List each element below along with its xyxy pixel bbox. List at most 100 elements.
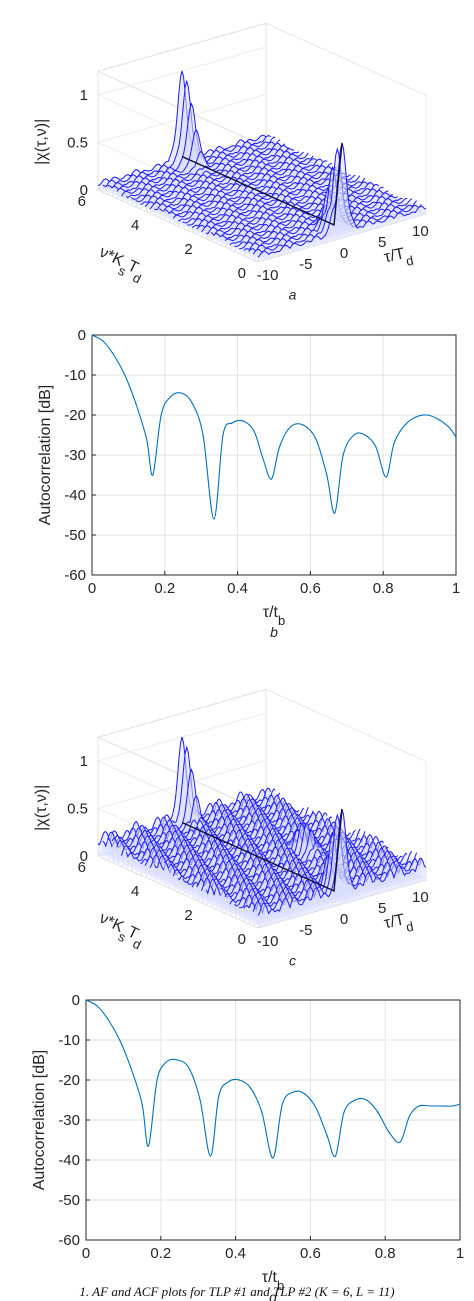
x-axis-title: τ/tb [263,604,285,628]
surface-fill [159,160,328,218]
data-point [354,1099,356,1101]
autocorrelation-line [85,999,461,1159]
surface-ridge [154,158,323,211]
data-point [385,476,387,478]
data-point [315,438,317,440]
y-axis-title: Autocorrelation [dB] [37,385,54,526]
line-chart-b: 0 0.2 0.4 0.6 0.8 1 0 -10 -20 -30 -40 -50 -60 Autocor… [37,327,460,640]
y-tick-label: -50 [58,1192,80,1209]
data-point [250,1087,252,1089]
x-tick-label: 0.2 [150,1245,171,1262]
data-point [177,1059,179,1061]
data-point [272,1157,274,1159]
data-point [188,1067,190,1069]
surface-ridge [121,144,290,197]
data-point [160,414,162,416]
data-point [326,474,328,476]
data-point [169,396,171,398]
x-tick-label: 0.4 [225,1245,246,1262]
x-tick-label: 5 [378,900,386,917]
x-tick-label: 0.8 [373,580,394,597]
data-point [147,1145,150,1147]
y-tick-label: -40 [64,487,86,504]
x-tick-label: 0 [82,1245,90,1262]
surface-ridge [125,148,295,199]
surface-ridge [130,150,300,200]
data-point [96,1005,98,1007]
z-tick-label: 1 [80,753,88,770]
surface-ridge [102,79,271,188]
data-point [278,446,281,448]
y-tick-label: 4 [131,217,139,234]
surface-fill [163,163,332,220]
data-point [218,1095,220,1097]
data-point [418,1105,420,1107]
surface-ridge [243,188,413,251]
x-axis-title: τ/tb [262,1269,284,1293]
data-point [375,446,377,448]
y-axis-title: ν*KsTd [94,910,148,952]
surface-fill [210,184,379,241]
x-tick-label: -10 [257,933,279,950]
data-point [213,518,215,520]
data-point [377,1111,379,1113]
y-tick-label: -10 [64,367,86,384]
data-point [261,1111,263,1113]
panel-label: d [269,1289,278,1301]
z-grid-line [96,46,267,168]
y-axis-title: Autocorrelation [dB] [31,1050,48,1191]
data-point [343,1111,345,1113]
data-point [302,424,304,426]
data-point [130,1067,132,1069]
surface-ridge [97,70,267,186]
autocorrelation-line [91,334,457,520]
surface-ridge [172,168,342,219]
surface-fill [258,143,426,262]
x-tick-label: 0.4 [227,580,248,597]
y-tick-label: -50 [64,527,86,544]
surface-ridge [248,165,417,252]
x-tick-label: 0.2 [154,580,175,597]
surface-ridge [252,147,422,255]
y-tick-label: 2 [184,241,192,258]
surface-ridge [144,155,314,207]
data-point [102,340,104,342]
data-point [415,416,417,418]
z-grid-line [96,712,267,834]
data-point [231,422,233,424]
data-point [289,426,291,428]
x-tick-label: 0 [88,580,96,597]
x-tick-label: -5 [299,922,312,939]
data-point [119,1039,121,1041]
z-tick-label: 1 [80,87,88,104]
data-point [209,1155,212,1157]
data-point [326,1135,328,1137]
surface-ridge [116,142,286,192]
data-point [242,420,244,422]
x-tick-label: 0.6 [300,580,321,597]
data-point [353,434,355,436]
z-tick-label: 0.5 [67,135,88,152]
surface-ridge [187,174,356,226]
x-tick-label: 0 [340,245,348,262]
data-point [448,426,450,428]
data-point [141,1103,143,1105]
data-point [334,512,336,514]
data-point [404,424,406,426]
line-chart-d: 0 0.2 0.4 0.6 0.8 1 0 -10 -20 -30 -40 -50 -60 Autocor… [31,992,464,1301]
y-tick-label: 0 [238,931,246,948]
y-tick-label: 2 [184,907,192,924]
data-point [202,434,204,436]
panel-label: a [289,286,297,302]
data-point [191,402,193,404]
surface-ridge [135,151,304,203]
zero-delay-cut [181,808,343,892]
data-point [222,434,224,436]
surface-ridge [229,195,399,246]
data-point [399,1141,401,1143]
data-point [393,442,395,444]
x-tick-label: 1 [452,580,460,597]
data-point [146,438,148,440]
